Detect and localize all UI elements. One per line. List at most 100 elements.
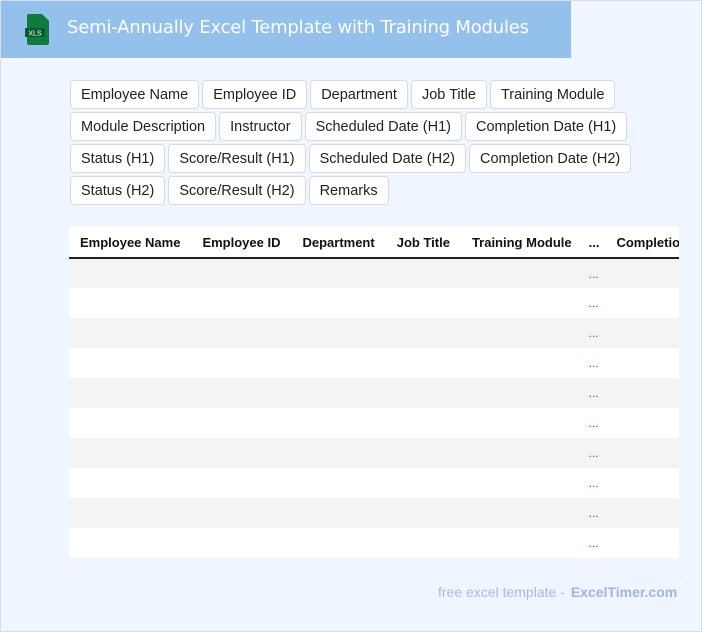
- column-header: ...: [582, 227, 606, 259]
- table-cell: [191, 528, 291, 558]
- column-header: Employee ID: [191, 227, 292, 259]
- field-tag[interactable]: Scheduled Date (H1): [304, 112, 462, 141]
- table-cell: [191, 348, 291, 378]
- table-cell: ...: [588, 356, 599, 370]
- page-title: Semi-Annually Excel Template with Traini…: [67, 17, 529, 38]
- table-cell: [69, 498, 192, 528]
- column-header: Job Title: [385, 227, 461, 259]
- table-cell: [291, 438, 386, 468]
- table-cell: [460, 318, 583, 348]
- table-cell: [385, 378, 461, 408]
- table-cell: [386, 408, 461, 438]
- table-cell: [191, 378, 292, 408]
- field-tag[interactable]: Instructor: [219, 112, 302, 141]
- table-row: ...: [69, 468, 679, 498]
- field-tag[interactable]: Status (H1): [70, 144, 166, 173]
- table-cell: ...: [582, 258, 606, 288]
- table-cell: [69, 378, 192, 408]
- table-cell: [191, 468, 291, 498]
- field-tags: Employee Name Employee ID Department Job Ti…: [70, 80, 660, 205]
- table-cell: ...: [582, 318, 606, 348]
- table-row: ...: [69, 408, 679, 438]
- table-cell: [385, 318, 461, 348]
- table-cell: [291, 258, 386, 288]
- table-cell: [461, 408, 583, 438]
- data-table: Employee Name Employee ID Department Job Ti…: [69, 227, 679, 558]
- table-cell: [191, 318, 292, 348]
- table-cell: [191, 438, 292, 468]
- table-row: ...: [69, 258, 679, 288]
- table-cell: [191, 258, 292, 288]
- table-cell: [386, 288, 461, 318]
- table-row: ...: [69, 318, 679, 348]
- table-cell: [291, 288, 385, 318]
- table-cell: [605, 498, 679, 528]
- table-cell: [605, 438, 679, 468]
- table-cell: [69, 408, 191, 438]
- field-tag[interactable]: Score/Result (H1): [168, 144, 306, 173]
- table-cell: [385, 438, 461, 468]
- table-cell: [191, 498, 292, 528]
- table-cell: [605, 318, 679, 348]
- table-cell: ...: [588, 536, 599, 550]
- table-cell: ...: [588, 476, 599, 490]
- table-cell: [386, 528, 461, 558]
- table-cell: [291, 378, 386, 408]
- table-cell: [461, 348, 583, 378]
- table-cell: ...: [588, 416, 599, 430]
- field-tag[interactable]: Scheduled Date (H2): [308, 144, 466, 173]
- header-banner: XLS Semi-Annually Excel Template with Tr…: [1, 1, 571, 58]
- table-row: ...: [69, 288, 679, 318]
- table-cell: [605, 288, 679, 318]
- field-tag[interactable]: Score/Result (H2): [168, 176, 306, 205]
- table-row: ...: [69, 378, 679, 408]
- field-tag[interactable]: Training Module: [489, 80, 616, 109]
- table-cell: [291, 318, 386, 348]
- table-cell: [605, 378, 679, 408]
- field-tag[interactable]: Completion Date (H2): [469, 144, 632, 173]
- svg-text:XLS: XLS: [28, 31, 42, 38]
- table-cell: [605, 258, 679, 288]
- table-cell: [605, 468, 679, 498]
- table-cell: [605, 408, 679, 438]
- table-cell: [605, 348, 679, 378]
- table-row: ...: [69, 348, 679, 378]
- field-tag[interactable]: Department: [310, 80, 408, 109]
- table-row: ...: [69, 498, 679, 528]
- table-cell: [385, 258, 461, 288]
- table-cell: ...: [582, 378, 606, 408]
- footer-text: free excel template -: [438, 584, 565, 600]
- table-cell: [460, 438, 583, 468]
- field-tag[interactable]: Job Title: [410, 80, 487, 109]
- table-cell: [191, 408, 291, 438]
- table-cell: [291, 348, 385, 378]
- field-tag[interactable]: Status (H2): [70, 176, 166, 205]
- table-cell: [386, 468, 461, 498]
- column-header: Training Module: [460, 227, 583, 259]
- table-cell: [69, 318, 192, 348]
- column-header: Employee Name: [69, 227, 192, 259]
- table-cell: [69, 258, 192, 288]
- column-header: Completion Date (H1): [605, 227, 679, 259]
- field-tag[interactable]: Remarks: [308, 176, 389, 205]
- field-tag[interactable]: Employee ID: [202, 80, 308, 109]
- table-cell: ...: [582, 498, 606, 528]
- table-cell: [291, 498, 386, 528]
- field-tag[interactable]: Module Description: [70, 112, 217, 141]
- footer-brand-link[interactable]: ExcelTimer.com: [570, 584, 678, 600]
- table-cell: [386, 348, 461, 378]
- table-cell: [461, 528, 583, 558]
- table-row: ...: [69, 528, 679, 558]
- table-cell: [291, 528, 385, 558]
- table-cell: [461, 288, 583, 318]
- table-row: ...: [69, 438, 679, 468]
- table-cell: [461, 468, 583, 498]
- table-cell: [69, 288, 191, 318]
- table-cell: [191, 288, 291, 318]
- field-tag[interactable]: Employee Name: [70, 80, 200, 109]
- table-cell: [69, 528, 191, 558]
- table-cell: [460, 258, 583, 288]
- table-cell: [69, 348, 191, 378]
- table-cell: [69, 438, 192, 468]
- field-tag[interactable]: Completion Date (H1): [464, 112, 628, 141]
